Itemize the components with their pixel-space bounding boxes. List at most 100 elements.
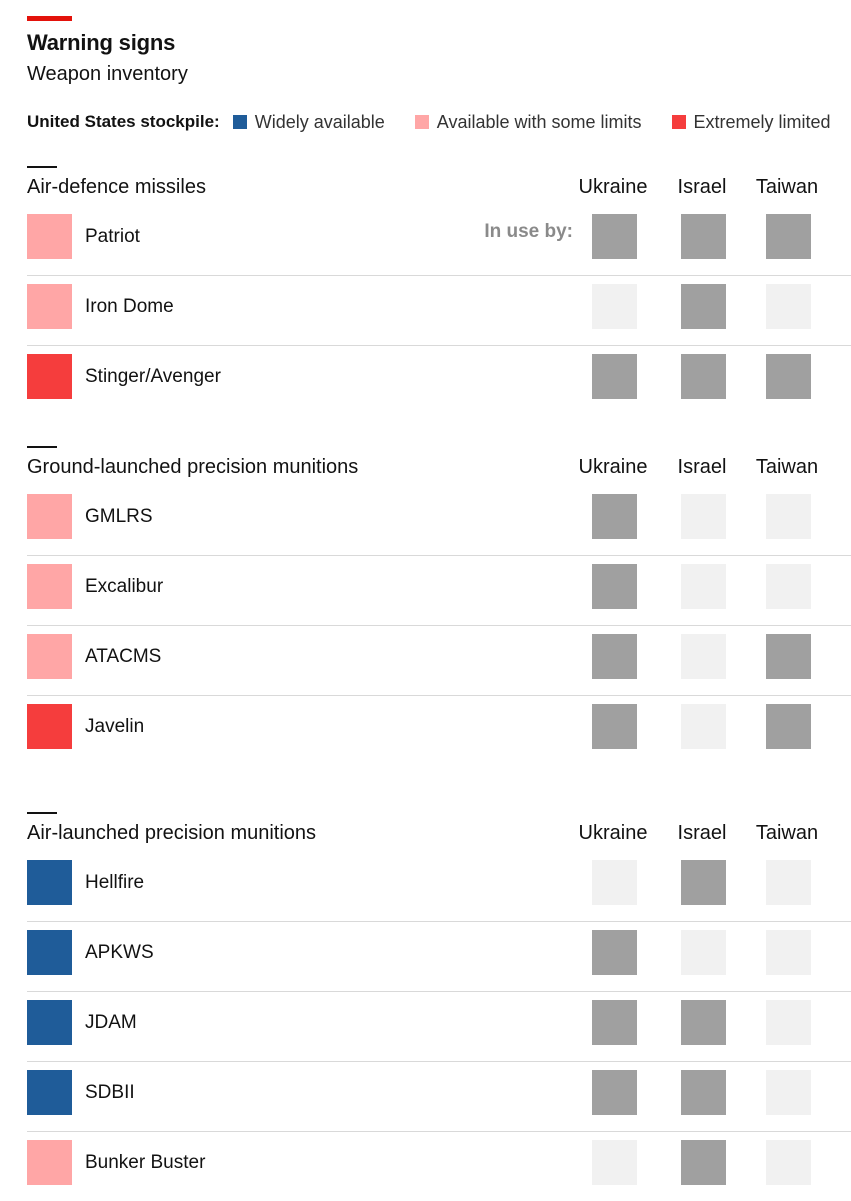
usage-cell — [592, 1070, 637, 1115]
section-title: Air-launched precision munitions — [27, 822, 317, 844]
legend-item-some-limits: Available with some limits — [414, 111, 642, 133]
column-header: Taiwan — [755, 456, 819, 478]
usage-cell — [592, 494, 637, 539]
column-header: Taiwan — [755, 822, 819, 844]
weapon-label: SDBII — [85, 1082, 135, 1103]
table-row: Stinger/Avenger — [27, 345, 851, 415]
usage-cell — [681, 634, 726, 679]
chart-title: Warning signs — [27, 30, 176, 55]
usage-cell — [681, 1140, 726, 1185]
row-divider — [27, 1061, 851, 1062]
usage-cell — [592, 704, 637, 749]
table-row: Excalibur — [27, 555, 851, 625]
table-row: SDBII — [27, 1061, 851, 1131]
row-divider — [27, 345, 851, 346]
usage-cell — [766, 284, 811, 329]
usage-cell — [766, 704, 811, 749]
brand-red-rule — [27, 16, 72, 21]
usage-cell — [681, 284, 726, 329]
row-divider — [27, 275, 851, 276]
row-divider — [27, 921, 851, 922]
stockpile-swatch — [27, 704, 72, 749]
usage-cell — [592, 284, 637, 329]
legend-title: United States stockpile: — [27, 112, 220, 131]
stockpile-swatch — [27, 494, 72, 539]
row-divider — [27, 625, 851, 626]
usage-cell — [766, 930, 811, 975]
row-divider — [27, 1131, 851, 1132]
weapon-label: Bunker Buster — [85, 1152, 206, 1173]
usage-cell — [681, 704, 726, 749]
column-header: Ukraine — [578, 456, 648, 478]
usage-cell — [592, 860, 637, 905]
usage-cell — [681, 214, 726, 259]
usage-cell — [766, 354, 811, 399]
usage-cell — [592, 214, 637, 259]
table-row: Patriot In use by: — [27, 205, 851, 275]
stockpile-swatch — [27, 634, 72, 679]
column-header: Israel — [677, 176, 727, 198]
legend-swatch — [232, 115, 247, 129]
usage-cell — [592, 354, 637, 399]
usage-cell — [766, 634, 811, 679]
table-row: Bunker Buster — [27, 1131, 851, 1201]
stockpile-swatch — [27, 1140, 72, 1185]
stockpile-swatch — [27, 564, 72, 609]
column-header: Israel — [677, 822, 727, 844]
weapon-label: ATACMS — [85, 646, 162, 667]
column-header: Ukraine — [578, 176, 648, 198]
usage-cell — [592, 930, 637, 975]
section-title: Air-defence missiles — [27, 176, 206, 198]
usage-cell — [592, 1000, 637, 1045]
stockpile-swatch — [27, 1000, 72, 1045]
usage-cell — [681, 354, 726, 399]
stockpile-swatch — [27, 930, 72, 975]
section-rule — [27, 446, 57, 448]
legend-swatch — [414, 115, 429, 129]
stockpile-swatch — [27, 354, 72, 399]
usage-cell — [592, 564, 637, 609]
weapon-label: JDAM — [85, 1012, 137, 1033]
usage-cell — [592, 1140, 637, 1185]
column-header: Israel — [677, 456, 727, 478]
weapon-label: Javelin — [85, 716, 145, 737]
table-row: Iron Dome — [27, 275, 851, 345]
section-rule — [27, 166, 57, 168]
section-rule — [27, 812, 57, 814]
legend-label: Widely available — [254, 111, 385, 132]
usage-cell — [681, 930, 726, 975]
usage-cell — [766, 1070, 811, 1115]
weapon-label: Hellfire — [85, 872, 145, 893]
weapon-label: Stinger/Avenger — [85, 366, 221, 387]
table-row: ATACMS — [27, 625, 851, 695]
table-row: GMLRS — [27, 485, 851, 555]
usage-cell — [681, 860, 726, 905]
usage-cell — [681, 1000, 726, 1045]
weapon-label: Excalibur — [85, 576, 164, 597]
in-use-label: In use by: — [484, 221, 573, 242]
legend-item-extremely-limited: Extremely limited — [671, 112, 831, 133]
usage-cell — [681, 494, 726, 539]
table-row: APKWS — [27, 921, 851, 991]
legend-item-widely-available: Widely available — [232, 111, 385, 133]
stockpile-swatch — [27, 214, 72, 259]
stockpile-swatch — [27, 284, 72, 329]
row-divider — [27, 555, 851, 556]
legend-label: Available with some limits — [436, 111, 642, 132]
column-header: Taiwan — [755, 176, 819, 198]
usage-cell — [766, 1140, 811, 1185]
usage-cell — [592, 634, 637, 679]
usage-cell — [766, 564, 811, 609]
table-row: JDAM — [27, 991, 851, 1061]
chart-subtitle: Weapon inventory — [27, 63, 188, 85]
stockpile-swatch — [27, 860, 72, 905]
weapon-label: APKWS — [85, 942, 154, 963]
weapon-label: Iron Dome — [85, 296, 174, 317]
usage-cell — [766, 1000, 811, 1045]
table-row: Hellfire — [27, 851, 851, 921]
table-row: Javelin — [27, 695, 851, 765]
weapon-label: GMLRS — [85, 506, 153, 527]
column-header: Ukraine — [578, 822, 648, 844]
usage-cell — [766, 494, 811, 539]
legend-swatch — [671, 115, 686, 129]
